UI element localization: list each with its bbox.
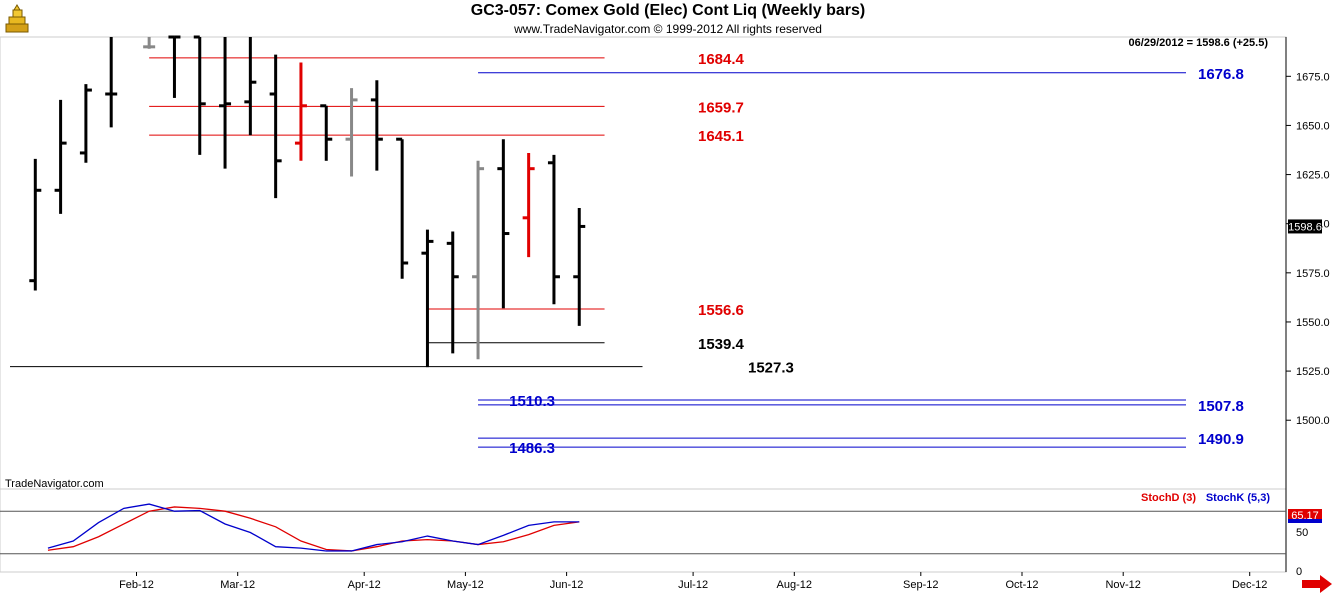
copyright-notice: www.TradeNavigator.com © 1999-2012 All r… — [514, 22, 822, 36]
last-quote-label: 06/29/2012 = 1598.6 (+25.5) — [1129, 37, 1269, 49]
ohlc-bar — [497, 139, 510, 309]
ohlc-bars — [29, 35, 586, 368]
month-tick-label: Dec-12 — [1232, 579, 1267, 591]
level-lines: 1684.4 1676.8 1659.7 1645.1 1556.6 1539.41527… — [10, 51, 1244, 457]
right-arrow-icon[interactable] — [1302, 575, 1332, 593]
level-label: 1510.3 — [509, 393, 555, 410]
ohlc-bar — [79, 84, 92, 163]
ohlc-bar — [522, 152, 535, 258]
level-label: 1645.1 — [698, 128, 744, 145]
ohlc-bar — [472, 160, 485, 360]
ohlc-bar — [143, 37, 156, 49]
level-label: 1507.8 — [1198, 398, 1244, 415]
stoch-series-line — [47, 506, 580, 552]
ohlc-bar — [547, 154, 560, 305]
price-axis: 1500.01525.01550.01575.01600.01625.01650… — [1286, 71, 1330, 427]
stochd-legend: StochD (3) — [1141, 492, 1196, 504]
stoch-tick-0: 0 — [1296, 566, 1302, 578]
stochastic-plot-area — [0, 488, 1287, 573]
stochk-legend: StochK (5,3) — [1206, 492, 1271, 504]
month-tick-label: Jun-12 — [550, 579, 584, 591]
price-tick-label: 1575.0 — [1296, 268, 1330, 280]
ohlc-bar — [168, 35, 181, 98]
month-tick-label: Jul-12 — [678, 579, 708, 591]
stochastic-value: 65.17 — [1291, 510, 1319, 522]
price-tick-label: 1525.0 — [1296, 366, 1330, 378]
price-tick-label: 1675.0 — [1296, 71, 1330, 83]
month-tick-label: Apr-12 — [348, 579, 381, 591]
month-tick-label: Mar-12 — [220, 579, 255, 591]
price-tick-label: 1650.0 — [1296, 120, 1330, 132]
level-label: 1486.3 — [509, 440, 555, 457]
month-tick-label: Nov-12 — [1105, 579, 1140, 591]
level-label: 1556.6 — [698, 302, 744, 319]
ohlc-bar — [446, 231, 459, 354]
month-tick-label: May-12 — [447, 579, 484, 591]
stoch-series-line — [47, 503, 580, 552]
chart-title: GC3-057: Comex Gold (Elec) Cont Liq (Wee… — [470, 2, 866, 19]
gold-bars-logo-icon — [4, 4, 30, 34]
price-tick-label: 1500.0 — [1296, 415, 1330, 427]
ohlc-bar — [421, 229, 434, 368]
ohlc-bar — [269, 54, 282, 199]
stochastic-panel — [0, 503, 1286, 555]
level-label: 1527.3 — [748, 360, 794, 377]
price-tag-value: 1598.6 — [1288, 221, 1322, 233]
ohlc-bar — [219, 37, 232, 169]
month-tick-label: Oct-12 — [1005, 579, 1038, 591]
ohlc-bar — [320, 104, 333, 161]
ohlc-bar — [105, 37, 118, 128]
stoch-tick-50: 50 — [1296, 527, 1308, 539]
ohlc-bar — [244, 37, 257, 136]
month-axis: Feb-12 Mar-12 Apr-12 May-12 Jun-12 Jul-12 Aug-… — [119, 572, 1267, 591]
ohlc-bar — [345, 88, 358, 177]
month-tick-label: Aug-12 — [777, 579, 812, 591]
level-label: 1684.4 — [698, 51, 745, 68]
price-tick-label: 1625.0 — [1296, 170, 1330, 182]
ohlc-bar — [294, 62, 307, 161]
watermark-label: TradeNavigator.com — [5, 478, 104, 490]
stochastic-value-tag: 65.17 — [1288, 509, 1322, 523]
chart-header: GC3-057: Comex Gold (Elec) Cont Liq (Wee… — [0, 0, 1336, 37]
price-tick-label: 1550.0 — [1296, 317, 1330, 329]
month-tick-label: Feb-12 — [119, 579, 154, 591]
level-label: 1676.8 — [1198, 66, 1244, 83]
ohlc-bar — [193, 35, 206, 155]
price-plot-area — [0, 36, 1287, 490]
ohlc-bar — [29, 158, 42, 291]
level-label: 1539.4 — [698, 336, 745, 353]
ohlc-bar — [573, 207, 586, 326]
ohlc-bar — [54, 99, 67, 214]
ohlc-bar — [396, 137, 409, 279]
level-label: 1659.7 — [698, 99, 744, 116]
price-tag: 1598.6 — [1288, 219, 1322, 234]
ohlc-bar — [370, 80, 383, 171]
month-tick-label: Sep-12 — [903, 579, 938, 591]
level-label: 1490.9 — [1198, 431, 1244, 448]
